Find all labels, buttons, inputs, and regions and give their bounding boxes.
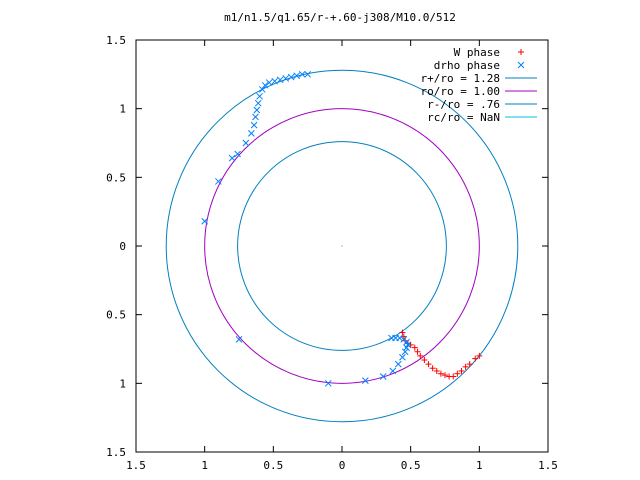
axis-ticks: 1.5 1 0.5 0 0.5 1 1.51.510.500.511.5 (106, 34, 558, 472)
legend-label: ro/ro = 1.00 (421, 85, 500, 98)
drho-phase-point (248, 130, 255, 137)
drho-phase-point (271, 77, 279, 85)
w-phase-point (433, 367, 440, 374)
w-phase-point (411, 344, 418, 351)
y-tick-label: 1.5 (106, 34, 126, 47)
w-phase-point (417, 352, 424, 359)
drho-phase-point (252, 113, 259, 121)
radius-circle (237, 141, 447, 351)
legend-marker (517, 61, 525, 69)
w-phase-point (437, 370, 444, 377)
drho-phase-point (379, 373, 387, 380)
legend-label: r-/ro = .76 (427, 98, 500, 111)
drho-phase-point (388, 334, 395, 342)
drho-phase-point (265, 79, 273, 86)
legend-marker (518, 49, 524, 55)
drho-phase-point (324, 379, 332, 387)
y-tick-label: 0.5 (106, 171, 126, 184)
drho-phase-point (293, 72, 301, 80)
w-phase-point (458, 367, 465, 374)
x-tick-label: 1.5 (126, 459, 146, 472)
drho-phase-point (201, 217, 209, 225)
w-phase-point (472, 355, 479, 362)
x-tick-label: 0 (339, 459, 346, 472)
w-phase-point (400, 333, 407, 340)
y-tick-label: 1.5 (106, 446, 126, 459)
x-tick-label: 1.5 (538, 459, 558, 472)
w-phase-point (399, 329, 406, 336)
w-phase-point (462, 363, 469, 370)
chart-title: m1/n1.5/q1.65/r-+.60-j308/M10.0/512 (224, 11, 456, 24)
y-tick-label: 0 (119, 240, 126, 253)
w-phase-point (454, 370, 461, 377)
drho-phase-point (234, 150, 241, 158)
y-tick-label: 1 (119, 103, 126, 116)
drho-phase-point (401, 348, 409, 356)
drho-phase-point (253, 106, 261, 114)
drho-phase-point (304, 70, 312, 78)
legend-label: drho phase (434, 59, 500, 72)
w-phase-point (476, 352, 483, 359)
drho-phase-point (361, 377, 369, 384)
w-phase-point (429, 365, 436, 372)
drho-phase-point (215, 178, 222, 185)
y-tick-label: 0.5 (106, 309, 126, 322)
drho-phase-point (399, 353, 406, 361)
drho-phase-point (242, 139, 250, 147)
drho-phase-point (261, 81, 269, 89)
drho-phase-point (250, 121, 258, 129)
drho-phase-point (258, 86, 266, 93)
w-phase-point (421, 356, 428, 363)
phase-points (201, 70, 483, 387)
legend-label: r+/ro = 1.28 (421, 72, 500, 85)
drho-phase-point (254, 99, 262, 107)
drho-phase-point (276, 76, 284, 84)
legend-label: rc/ro = NaN (427, 111, 500, 124)
radius-circle (204, 108, 480, 384)
w-phase-point (466, 361, 473, 368)
x-tick-label: 1 (476, 459, 483, 472)
origin-dot (341, 245, 343, 247)
drho-phase-point (400, 336, 408, 343)
w-phase-point (442, 372, 448, 379)
w-phase-point (450, 373, 457, 380)
x-tick-label: 1 (201, 459, 208, 472)
drho-phase-point (235, 336, 243, 343)
radius-circles (165, 69, 519, 423)
radius-circle (165, 69, 519, 423)
drho-phase-point (256, 92, 263, 100)
drho-phase-point (282, 75, 290, 82)
w-phase-point (414, 348, 421, 355)
x-tick-label: 0.5 (263, 459, 283, 472)
legend-label: W phase (454, 46, 500, 59)
drho-phase-point (287, 73, 295, 81)
w-phase-point (425, 361, 432, 368)
drho-phase-point (389, 367, 397, 375)
drho-phase-point (394, 360, 402, 368)
drho-phase-point (298, 70, 306, 78)
x-tick-label: 0.5 (401, 459, 421, 472)
y-tick-label: 1 (119, 377, 126, 390)
drho-phase-point (228, 154, 236, 162)
